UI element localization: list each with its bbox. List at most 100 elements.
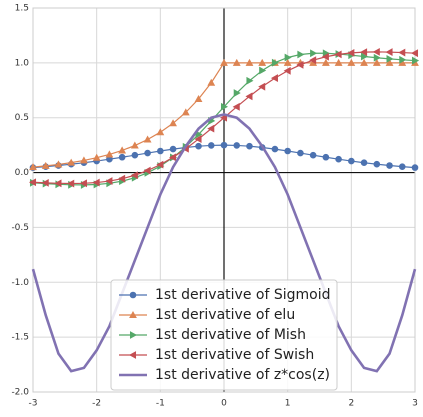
legend-text: 1st derivative of elu: [155, 307, 295, 323]
marker: [297, 50, 305, 59]
x-tick-label: 3: [412, 399, 418, 409]
marker: [271, 145, 279, 153]
marker: [258, 58, 267, 66]
marker: [310, 49, 318, 58]
marker: [347, 58, 356, 66]
marker: [398, 163, 406, 170]
marker: [220, 141, 228, 149]
marker: [144, 149, 151, 157]
marker: [41, 161, 50, 169]
marker: [129, 291, 137, 299]
marker: [296, 60, 304, 69]
legend-text: 1st derivative of Swish: [155, 347, 314, 363]
marker: [334, 58, 343, 66]
marker: [246, 76, 254, 85]
marker: [321, 52, 329, 61]
plot-frame: [32, 7, 416, 393]
marker: [169, 145, 177, 153]
marker: [283, 66, 291, 75]
marker: [157, 147, 164, 155]
marker: [79, 179, 87, 188]
marker: [67, 179, 75, 188]
marker: [118, 146, 127, 154]
marker: [194, 95, 203, 103]
marker: [129, 331, 138, 339]
marker: [130, 141, 139, 149]
y-tick-label: 0.0: [15, 168, 30, 178]
marker: [105, 150, 114, 158]
marker: [220, 58, 228, 66]
x-tick-label: -3: [29, 399, 38, 409]
marker: [385, 58, 394, 66]
marker: [258, 82, 266, 91]
marker: [156, 128, 165, 136]
y-tick-label: -1.5: [11, 333, 29, 343]
marker: [181, 108, 190, 116]
legend-text: 1st derivative of z*cos(z): [155, 367, 330, 383]
marker: [410, 49, 419, 58]
marker: [245, 92, 253, 101]
marker: [92, 178, 100, 187]
series-line: [31, 113, 417, 373]
marker: [246, 142, 253, 150]
y-tick-label: 0.5: [15, 113, 29, 123]
x-tick-label: -2: [92, 399, 101, 409]
marker: [360, 159, 368, 167]
marker: [259, 66, 267, 75]
marker: [360, 48, 368, 57]
marker: [411, 164, 419, 171]
marker: [309, 56, 317, 65]
y-tick-label: -2.0: [11, 388, 29, 398]
marker: [284, 147, 291, 155]
marker: [29, 163, 37, 171]
y-tick-label: 1.5: [15, 4, 29, 14]
marker: [80, 156, 88, 164]
marker: [270, 74, 278, 83]
x-tick-label: 2: [348, 399, 354, 409]
marker: [105, 177, 113, 185]
marker: [67, 158, 76, 166]
marker: [399, 55, 407, 64]
marker: [347, 48, 355, 57]
marker: [398, 48, 406, 57]
marker: [372, 58, 381, 66]
marker: [233, 89, 241, 97]
x-tick-label: -1: [156, 399, 165, 409]
marker: [232, 58, 241, 66]
marker: [297, 149, 304, 157]
marker: [373, 53, 381, 62]
marker: [169, 119, 177, 127]
legend-text: 1st derivative of Sigmoid: [155, 287, 330, 303]
marker: [335, 155, 342, 163]
marker: [92, 153, 101, 161]
marker: [220, 102, 229, 111]
marker: [232, 102, 240, 111]
marker: [322, 153, 330, 161]
marker: [385, 48, 393, 57]
marker: [143, 135, 152, 143]
marker: [194, 135, 202, 143]
marker: [207, 142, 215, 149]
marker: [386, 54, 394, 63]
marker: [207, 124, 215, 133]
y-tick-label: 1.0: [15, 58, 30, 68]
marker: [373, 160, 381, 168]
marker: [321, 58, 330, 66]
marker: [118, 174, 126, 183]
x-tick-label: 1: [285, 399, 291, 409]
marker: [128, 351, 137, 359]
marker: [361, 52, 369, 61]
marker: [207, 78, 216, 86]
marker: [360, 58, 368, 66]
marker: [156, 160, 164, 169]
marker: [386, 162, 393, 169]
marker: [283, 58, 292, 66]
marker: [41, 178, 49, 187]
marker: [334, 50, 342, 59]
marker: [348, 157, 355, 165]
y-tick-label: -1.0: [11, 278, 29, 288]
marker: [245, 58, 254, 66]
marker: [54, 160, 63, 168]
